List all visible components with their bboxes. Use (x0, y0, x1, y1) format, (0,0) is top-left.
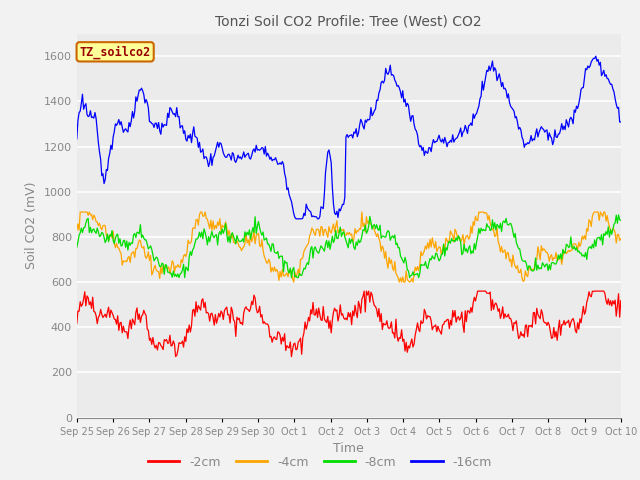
Title: Tonzi Soil CO2 Profile: Tree (West) CO2: Tonzi Soil CO2 Profile: Tree (West) CO2 (216, 14, 482, 28)
X-axis label: Time: Time (333, 442, 364, 455)
Legend: -2cm, -4cm, -8cm, -16cm: -2cm, -4cm, -8cm, -16cm (143, 451, 497, 474)
Text: TZ_soilco2: TZ_soilco2 (79, 45, 151, 59)
Y-axis label: Soil CO2 (mV): Soil CO2 (mV) (25, 182, 38, 269)
